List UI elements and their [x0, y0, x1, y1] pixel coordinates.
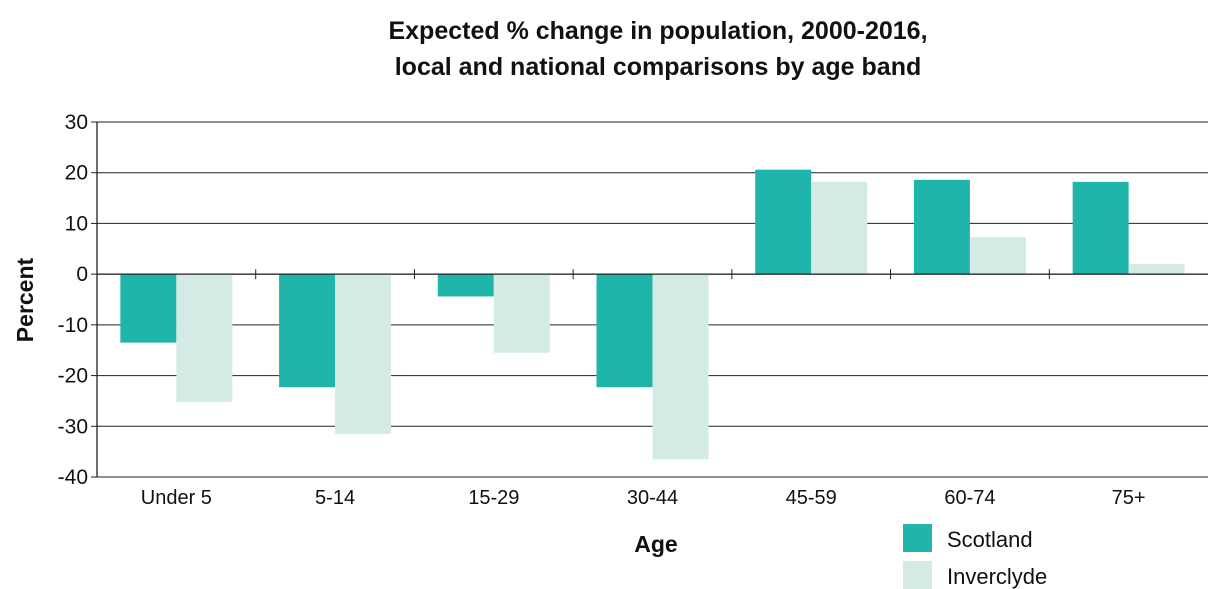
bar-inverclyde-2 — [335, 274, 392, 434]
x-tick-label: 75+ — [1112, 487, 1146, 509]
bar-scotland-2 — [279, 274, 336, 388]
bar-inverclyde-1 — [176, 274, 233, 402]
y-tick-label: -30 — [58, 415, 88, 438]
bar-inverclyde-3 — [493, 274, 550, 353]
y-axis-ticks: 30 20 10 0 -10 -20 -30 -40 — [58, 111, 97, 489]
legend-label-inverclyde: Inverclyde — [947, 564, 1047, 589]
x-tick-label: Under 5 — [141, 487, 212, 509]
y-tick-label: 0 — [76, 263, 88, 286]
bar-scotland-1 — [120, 274, 177, 343]
chart-title-line-1: Expected % change in population, 2000-20… — [388, 17, 927, 45]
bar-scotland-4 — [596, 274, 653, 388]
y-tick-label: 30 — [65, 111, 88, 134]
x-tick-label: 30-44 — [627, 487, 678, 509]
bar-scotland-7 — [1072, 181, 1129, 275]
x-tick-label: 5-14 — [315, 487, 355, 509]
bar-inverclyde-4 — [652, 274, 709, 460]
axes — [96, 122, 1208, 477]
x-tick-label: 15-29 — [468, 487, 519, 509]
bar-inverclyde-6 — [969, 237, 1026, 275]
x-tick-label: 45-59 — [786, 487, 837, 509]
x-axis-ticks: Under 5 5-14 15-29 30-44 45-59 60-74 75+ — [141, 269, 1146, 509]
x-tick-label: 60-74 — [944, 487, 995, 509]
y-tick-label: -40 — [58, 466, 88, 489]
bars — [120, 169, 1185, 460]
bar-inverclyde-5 — [811, 181, 868, 275]
bar-scotland-5 — [755, 169, 812, 275]
y-tick-label: -20 — [58, 365, 88, 388]
y-tick-label: 20 — [65, 162, 88, 185]
legend-swatch-inverclyde — [903, 561, 932, 589]
x-axis-title: Age — [634, 531, 677, 557]
bar-inverclyde-7 — [1128, 264, 1185, 275]
bar-scotland-6 — [913, 179, 970, 275]
y-tick-label: -10 — [58, 314, 88, 337]
legend: Scotland Inverclyde — [903, 524, 1047, 589]
legend-label-scotland: Scotland — [947, 527, 1033, 552]
legend-swatch-scotland — [903, 524, 932, 552]
chart-title-line-2: local and national comparisons by age ba… — [395, 53, 922, 81]
y-tick-label: 10 — [65, 212, 88, 235]
y-axis-title: Percent — [12, 257, 38, 342]
bar-scotland-3 — [437, 274, 494, 297]
